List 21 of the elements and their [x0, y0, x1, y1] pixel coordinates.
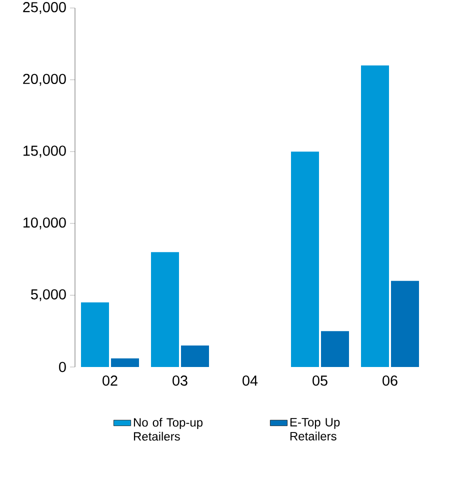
- bar: [391, 280, 419, 367]
- y-tick-label: 25,000: [23, 2, 66, 14]
- legend-label: E-Top Up Retailers: [290, 418, 340, 440]
- bar: [151, 252, 179, 367]
- y-tick-label: 0: [59, 362, 66, 372]
- y-tick-label: 5,000: [31, 289, 66, 302]
- bar: [361, 65, 389, 367]
- bar: [80, 302, 109, 367]
- y-tick-label: 15,000: [24, 146, 66, 158]
- x-tick-label: 05: [312, 376, 328, 386]
- y-tick-label: 20,000: [23, 74, 66, 86]
- x-tick-label: 03: [172, 376, 188, 386]
- legend-label: No of Top-up Retailers: [134, 418, 203, 441]
- x-tick-label: 04: [242, 376, 258, 386]
- x-tick-label: 06: [382, 376, 398, 386]
- bar: [321, 331, 349, 367]
- bar: [111, 358, 139, 367]
- bar: [291, 152, 319, 367]
- y-tick-label: 10,000: [24, 217, 66, 230]
- bar: [181, 345, 209, 367]
- x-tick-label: 02: [102, 376, 118, 386]
